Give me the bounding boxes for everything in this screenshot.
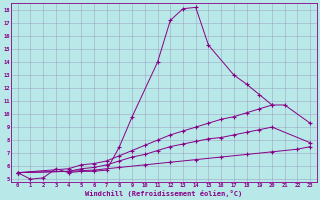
X-axis label: Windchill (Refroidissement éolien,°C): Windchill (Refroidissement éolien,°C): [85, 190, 243, 197]
